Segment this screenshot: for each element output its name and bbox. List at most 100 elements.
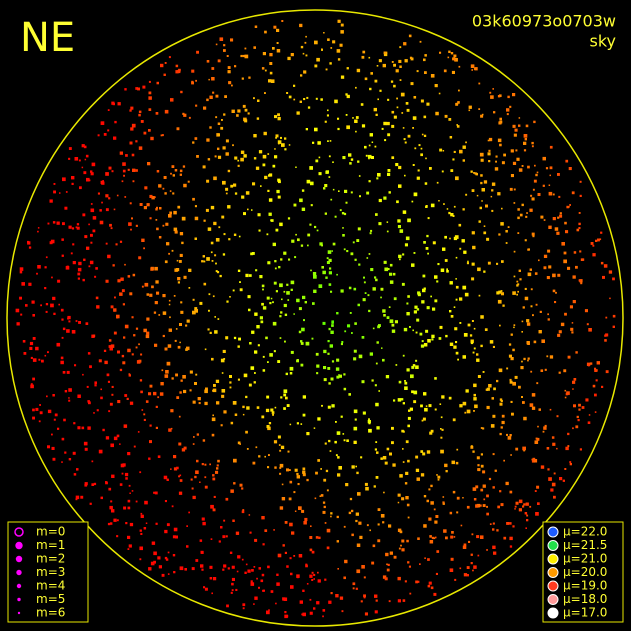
star	[289, 522, 293, 527]
star	[538, 259, 540, 262]
star	[404, 482, 408, 485]
star	[273, 25, 277, 29]
star	[407, 416, 411, 420]
legend-label: m=5	[36, 592, 65, 606]
star	[296, 574, 300, 578]
star	[436, 474, 438, 476]
star	[435, 572, 438, 575]
star	[203, 586, 206, 589]
star	[207, 328, 210, 331]
star	[72, 451, 76, 455]
star	[524, 138, 527, 141]
star	[180, 301, 183, 304]
star	[218, 226, 221, 229]
star	[286, 283, 289, 286]
star	[436, 550, 440, 553]
star	[272, 164, 276, 168]
star	[303, 319, 305, 322]
star	[437, 263, 440, 266]
star	[140, 512, 143, 515]
star	[453, 54, 457, 58]
star	[268, 422, 272, 425]
star	[272, 413, 274, 416]
star	[156, 170, 160, 173]
star	[423, 343, 428, 347]
star	[196, 433, 199, 436]
star	[439, 148, 443, 152]
star	[421, 300, 425, 304]
star	[313, 289, 317, 293]
star	[277, 140, 282, 144]
star	[223, 49, 226, 52]
star	[570, 327, 574, 331]
star	[527, 165, 530, 169]
star	[105, 436, 110, 440]
star	[108, 339, 112, 342]
star	[211, 77, 215, 81]
star	[375, 599, 378, 602]
star	[389, 280, 394, 284]
star	[354, 119, 358, 123]
star	[367, 420, 371, 424]
star	[248, 308, 251, 312]
star	[455, 298, 458, 301]
star	[380, 514, 385, 518]
star	[244, 108, 248, 112]
star	[408, 409, 411, 412]
star	[161, 573, 165, 577]
star	[441, 170, 444, 173]
star	[361, 380, 365, 384]
star	[237, 345, 240, 348]
star	[389, 452, 392, 456]
star	[473, 172, 475, 174]
star	[131, 490, 134, 492]
star	[604, 339, 607, 342]
star	[428, 488, 431, 491]
star	[117, 102, 121, 106]
star	[353, 409, 358, 414]
star	[522, 401, 525, 404]
star	[244, 571, 247, 574]
star	[438, 200, 440, 202]
star	[417, 293, 421, 297]
star	[437, 478, 440, 481]
star	[173, 227, 178, 232]
star	[551, 482, 556, 487]
star	[397, 576, 401, 581]
star	[386, 230, 389, 233]
star	[260, 320, 264, 324]
star	[398, 547, 401, 550]
star	[338, 374, 342, 378]
star	[371, 141, 374, 143]
star	[296, 359, 299, 363]
star	[323, 187, 326, 190]
star	[37, 230, 39, 233]
star	[331, 250, 333, 252]
star	[484, 328, 488, 331]
star	[386, 563, 388, 566]
star	[413, 310, 417, 314]
star	[440, 449, 444, 454]
star	[592, 244, 595, 247]
star	[397, 493, 401, 497]
star	[328, 283, 332, 286]
star	[277, 553, 282, 558]
star	[415, 468, 420, 472]
star	[334, 440, 337, 444]
star	[451, 70, 455, 74]
star	[283, 290, 286, 293]
star	[254, 596, 258, 600]
star	[554, 227, 559, 231]
star	[594, 393, 597, 397]
star	[314, 40, 318, 45]
star	[180, 379, 183, 382]
star	[353, 349, 357, 353]
star	[148, 91, 152, 95]
star	[397, 225, 401, 229]
star	[155, 219, 158, 221]
star	[416, 70, 419, 73]
star	[371, 156, 374, 159]
star	[409, 592, 412, 595]
star	[267, 565, 270, 569]
star	[225, 152, 229, 156]
